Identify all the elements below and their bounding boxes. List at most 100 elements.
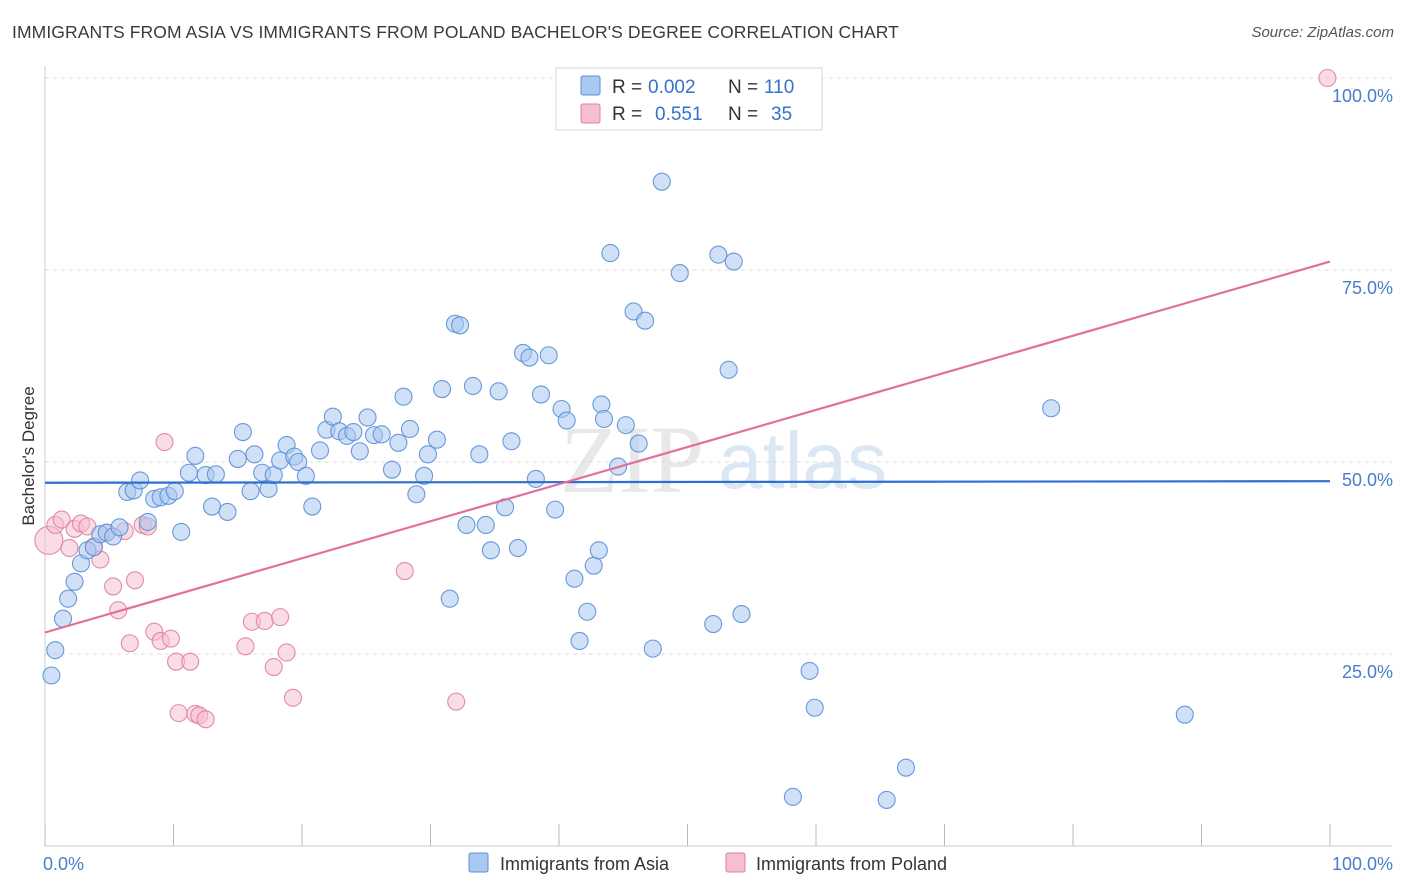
asia-point-70 — [508, 538, 527, 558]
asia-point-3 — [59, 589, 78, 608]
poland-point-35 — [447, 692, 466, 711]
asia-point-1 — [46, 641, 65, 660]
legend-r-label-poland: R = — [612, 104, 642, 125]
asia-point-80 — [570, 631, 589, 650]
asia-point-49 — [372, 425, 391, 444]
y-tick-label-2: 75.0% — [1342, 278, 1393, 298]
asia-point-57 — [427, 430, 446, 449]
asia-point-47 — [358, 408, 377, 427]
asia-point-94 — [670, 264, 689, 283]
poland-point-33 — [283, 688, 303, 707]
asia-point-26 — [218, 502, 237, 521]
asia-point-22 — [186, 446, 205, 465]
poland-point-23 — [181, 652, 200, 671]
asia-point-99 — [732, 605, 751, 624]
asia-point-52 — [394, 387, 413, 406]
asia-point-105 — [1042, 399, 1061, 418]
asia-point-53 — [400, 419, 419, 439]
asia-point-73 — [526, 469, 545, 488]
asia-point-27 — [228, 449, 247, 468]
watermark-atlas: atlas — [718, 416, 887, 505]
asia-point-56 — [418, 445, 437, 464]
bottom-legend-label-asia: Immigrants from Asia — [500, 854, 670, 874]
bottom-legend: Immigrants from Asia Immigrants from Pol… — [468, 852, 947, 874]
asia-point-40 — [310, 441, 330, 460]
asia-point-98 — [724, 252, 743, 271]
asia-point-69 — [502, 432, 521, 451]
asia-point-30 — [245, 445, 264, 464]
legend-r-label-asia: R = — [612, 77, 642, 98]
y-tick-labels: 25.0% 50.0% 75.0% 100.0% — [1332, 86, 1393, 682]
asia-point-20 — [172, 522, 191, 541]
asia-point-24 — [203, 497, 222, 516]
source-credit: Source: ZipAtlas.com — [1251, 24, 1394, 41]
asia-point-88 — [616, 416, 635, 435]
y-tick-label-1: 50.0% — [1342, 470, 1393, 490]
y-tick-label-0: 25.0% — [1342, 662, 1393, 682]
asia-point-78 — [557, 411, 576, 430]
legend-swatch-asia — [580, 75, 601, 96]
poland-point-27 — [236, 637, 255, 656]
asia-point-81 — [578, 602, 597, 621]
asia-point-103 — [877, 790, 896, 809]
asia-point-101 — [800, 661, 819, 680]
asia-point-104 — [896, 758, 916, 777]
asia-point-59 — [440, 589, 459, 608]
asia-point-75 — [539, 346, 558, 365]
asia-point-91 — [636, 311, 655, 330]
asia-point-82 — [584, 556, 603, 575]
chart-title: IMMIGRANTS FROM ASIA VS IMMIGRANTS FROM … — [12, 22, 899, 42]
y-tick-label-3: 100.0% — [1332, 86, 1393, 106]
axes — [44, 66, 1392, 847]
asia-point-54 — [407, 485, 426, 504]
asia-point-85 — [594, 409, 614, 429]
poland-point-26 — [196, 710, 215, 729]
asia-point-58 — [433, 379, 452, 399]
x-tick-labels: 0.0% 100.0% — [43, 854, 1393, 874]
poland-point-3 — [60, 538, 79, 558]
asia-point-65 — [476, 515, 495, 535]
poland-point-10 — [104, 577, 123, 596]
asia-point-39 — [303, 497, 322, 516]
asia-point-66 — [481, 541, 500, 560]
legend-r-value-asia: 0.002 — [648, 77, 696, 98]
poland-trend-line — [44, 260, 1331, 634]
poland-point-2 — [52, 510, 71, 529]
bottom-legend-label-poland: Immigrants from Poland — [756, 854, 947, 874]
poland-point-13 — [120, 634, 139, 653]
asia-point-97 — [719, 360, 738, 379]
asia-point-51 — [389, 433, 408, 452]
legend-swatch-poland — [580, 103, 601, 124]
asia-point-90 — [629, 434, 648, 453]
bottom-legend-swatch-poland — [725, 852, 746, 873]
x-tick-label-0: 0.0% — [43, 854, 84, 874]
asia-trend-line — [44, 480, 1331, 484]
asia-point-61 — [451, 316, 470, 335]
poland-point-31 — [271, 608, 290, 627]
poland-point-22 — [169, 704, 188, 723]
asia-point-95 — [704, 614, 723, 634]
asia-point-64 — [470, 445, 489, 464]
asia-point-92 — [643, 639, 662, 658]
legend-r-value-poland: 0.551 — [655, 104, 703, 125]
asia-point-25 — [206, 465, 225, 484]
trend-lines — [44, 260, 1331, 634]
poland-point-30 — [264, 658, 283, 677]
legend-n-label-poland: N = — [728, 104, 758, 125]
asia-point-76 — [546, 500, 565, 519]
poland-point-34 — [395, 562, 414, 581]
asia-points — [42, 172, 1194, 809]
grid-lines — [45, 77, 1392, 655]
asia-point-63 — [463, 376, 482, 396]
asia-point-79 — [565, 569, 584, 588]
asia-point-14 — [131, 471, 150, 490]
asia-point-102 — [805, 698, 824, 717]
asia-point-62 — [457, 515, 476, 535]
asia-point-37 — [289, 452, 308, 472]
asia-point-21 — [179, 463, 198, 482]
poland-point-32 — [277, 643, 296, 662]
asia-point-55 — [415, 466, 434, 485]
y-axis-label: Bachelor's Degree — [19, 386, 38, 525]
asia-point-15 — [138, 512, 157, 531]
